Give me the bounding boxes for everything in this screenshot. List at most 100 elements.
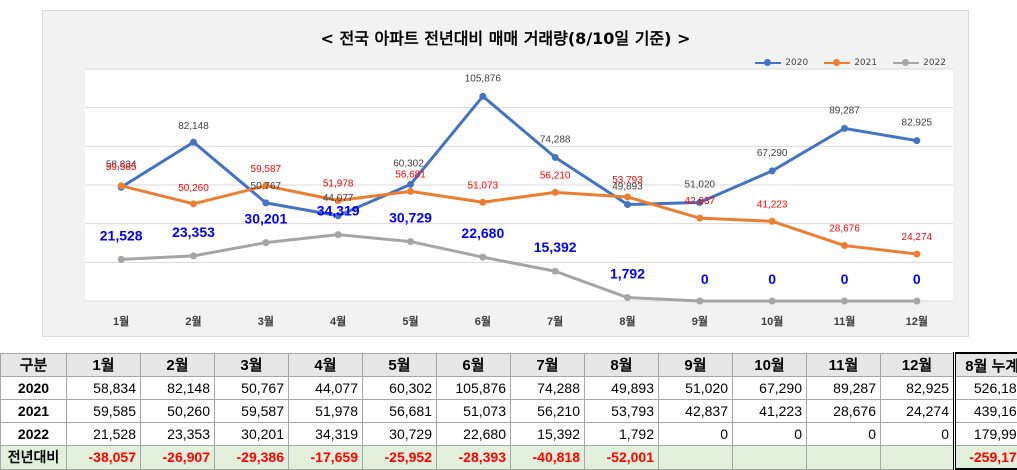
data-label-2021: 50,260 bbox=[178, 183, 209, 194]
data-point-2020 bbox=[624, 201, 631, 208]
table-cell: 74,288 bbox=[511, 377, 585, 400]
data-label-2021: 56,210 bbox=[540, 170, 571, 181]
header-cell: 3월 bbox=[215, 353, 289, 377]
table-cell bbox=[807, 446, 881, 470]
header-cell-total: 8월 누계 bbox=[955, 353, 1017, 377]
table-cell: -29,386 bbox=[215, 446, 289, 470]
data-point-2021 bbox=[696, 215, 703, 222]
data-point-2021 bbox=[407, 188, 414, 195]
header-cell: 10월 bbox=[733, 353, 807, 377]
header-cell: 8월 bbox=[585, 353, 659, 377]
data-point-2022 bbox=[696, 298, 703, 305]
data-label-2022: 0 bbox=[913, 271, 921, 287]
data-label-2020: 60,302 bbox=[393, 158, 424, 169]
table-cell: 24,274 bbox=[881, 400, 955, 423]
table-cell: 22,680 bbox=[437, 423, 511, 446]
table-cell: 15,392 bbox=[511, 423, 585, 446]
data-point-2022 bbox=[118, 256, 125, 263]
data-point-2020 bbox=[552, 154, 559, 161]
table-cell: 50,767 bbox=[215, 377, 289, 400]
table-cell: 82,148 bbox=[141, 377, 215, 400]
data-label-2021: 51,978 bbox=[323, 179, 354, 190]
table-cell-total: 439,167 bbox=[955, 400, 1017, 423]
table-cell: 0 bbox=[807, 423, 881, 446]
data-label-2022: 30,201 bbox=[244, 211, 287, 227]
data-label-2021: 53,793 bbox=[612, 175, 643, 186]
data-point-2021 bbox=[913, 251, 920, 258]
table-cell bbox=[881, 446, 955, 470]
data-label-2021: 59,587 bbox=[251, 164, 282, 175]
data-point-2021 bbox=[190, 200, 197, 207]
header-cell: 4월 bbox=[289, 353, 363, 377]
table-cell: 30,729 bbox=[363, 423, 437, 446]
data-label-2021: 28,676 bbox=[829, 224, 860, 235]
x-tick-label: 10월 bbox=[761, 314, 783, 328]
table-cell: -17,659 bbox=[289, 446, 363, 470]
table-cell: -38,057 bbox=[67, 446, 141, 470]
table-cell: 21,528 bbox=[67, 423, 141, 446]
header-cell: 1월 bbox=[67, 353, 141, 377]
data-label-2020: 89,287 bbox=[829, 105, 860, 116]
data-label-2021: 59,585 bbox=[106, 162, 137, 173]
table-cell: -28,393 bbox=[437, 446, 511, 470]
data-label-2022: 30,729 bbox=[389, 210, 432, 226]
data-point-2022 bbox=[407, 238, 414, 245]
data-point-2020 bbox=[407, 181, 414, 188]
data-point-2021 bbox=[552, 189, 559, 196]
table-cell: -52,001 bbox=[585, 446, 659, 470]
data-label-2022: 23,353 bbox=[172, 224, 215, 240]
x-tick-label: 1월 bbox=[113, 314, 129, 328]
data-point-2020 bbox=[841, 125, 848, 132]
table-cell: 56,210 bbox=[511, 400, 585, 423]
table-cell bbox=[733, 446, 807, 470]
table-cell: 28,676 bbox=[807, 400, 881, 423]
table-cell: 42,837 bbox=[659, 400, 733, 423]
table-cell: 30,201 bbox=[215, 423, 289, 446]
data-point-2022 bbox=[913, 298, 920, 305]
table-cell: 59,587 bbox=[215, 400, 289, 423]
data-point-2022 bbox=[190, 252, 197, 259]
data-label-2022: 21,528 bbox=[100, 227, 143, 243]
row-label: 2020 bbox=[1, 377, 67, 400]
header-cell: 11월 bbox=[807, 353, 881, 377]
table-cell: 67,290 bbox=[733, 377, 807, 400]
table-cell-total: -259,173 bbox=[955, 446, 1017, 470]
data-label-2022: 22,680 bbox=[461, 225, 504, 241]
table-cell: 58,834 bbox=[67, 377, 141, 400]
data-label-2022: 0 bbox=[701, 271, 709, 287]
x-tick-label: 8월 bbox=[619, 314, 635, 328]
table-cell: 59,585 bbox=[67, 400, 141, 423]
x-tick-label: 4월 bbox=[330, 314, 346, 328]
data-point-2021 bbox=[118, 182, 125, 189]
table-cell: 51,020 bbox=[659, 377, 733, 400]
data-label-2020: 105,876 bbox=[465, 73, 502, 84]
data-label-2021: 42,837 bbox=[685, 196, 716, 207]
table-cell: -40,818 bbox=[511, 446, 585, 470]
data-point-2022 bbox=[624, 294, 631, 301]
header-cell: 2월 bbox=[141, 353, 215, 377]
x-tick-label: 2월 bbox=[185, 314, 201, 328]
data-point-2021 bbox=[624, 194, 631, 201]
table-cell: 23,353 bbox=[141, 423, 215, 446]
row-label: 2022 bbox=[1, 423, 67, 446]
row-label: 2021 bbox=[1, 400, 67, 423]
table-cell: 0 bbox=[733, 423, 807, 446]
data-label-2022: 0 bbox=[768, 271, 776, 287]
data-point-2020 bbox=[479, 93, 486, 100]
data-point-2022 bbox=[479, 254, 486, 261]
table-cell: 41,223 bbox=[733, 400, 807, 423]
data-label-2020: 82,148 bbox=[178, 121, 209, 132]
header-cell: 6월 bbox=[437, 353, 511, 377]
data-label-2020: 74,288 bbox=[540, 134, 571, 145]
x-tick-label: 6월 bbox=[475, 314, 491, 328]
x-tick-label: 7월 bbox=[547, 314, 563, 328]
x-tick-label: 5월 bbox=[402, 314, 418, 328]
data-label-2021: 41,223 bbox=[757, 199, 788, 210]
table-cell: 0 bbox=[659, 423, 733, 446]
data-label-2022: 0 bbox=[841, 271, 849, 287]
header-cell: 구분 bbox=[1, 353, 67, 377]
table-cell bbox=[659, 446, 733, 470]
table-cell-total: 526,185 bbox=[955, 377, 1017, 400]
chart-panel: < 전국 아파트 전년대비 매매 거래량(8/10일 기준) > 2020 20… bbox=[42, 10, 969, 337]
